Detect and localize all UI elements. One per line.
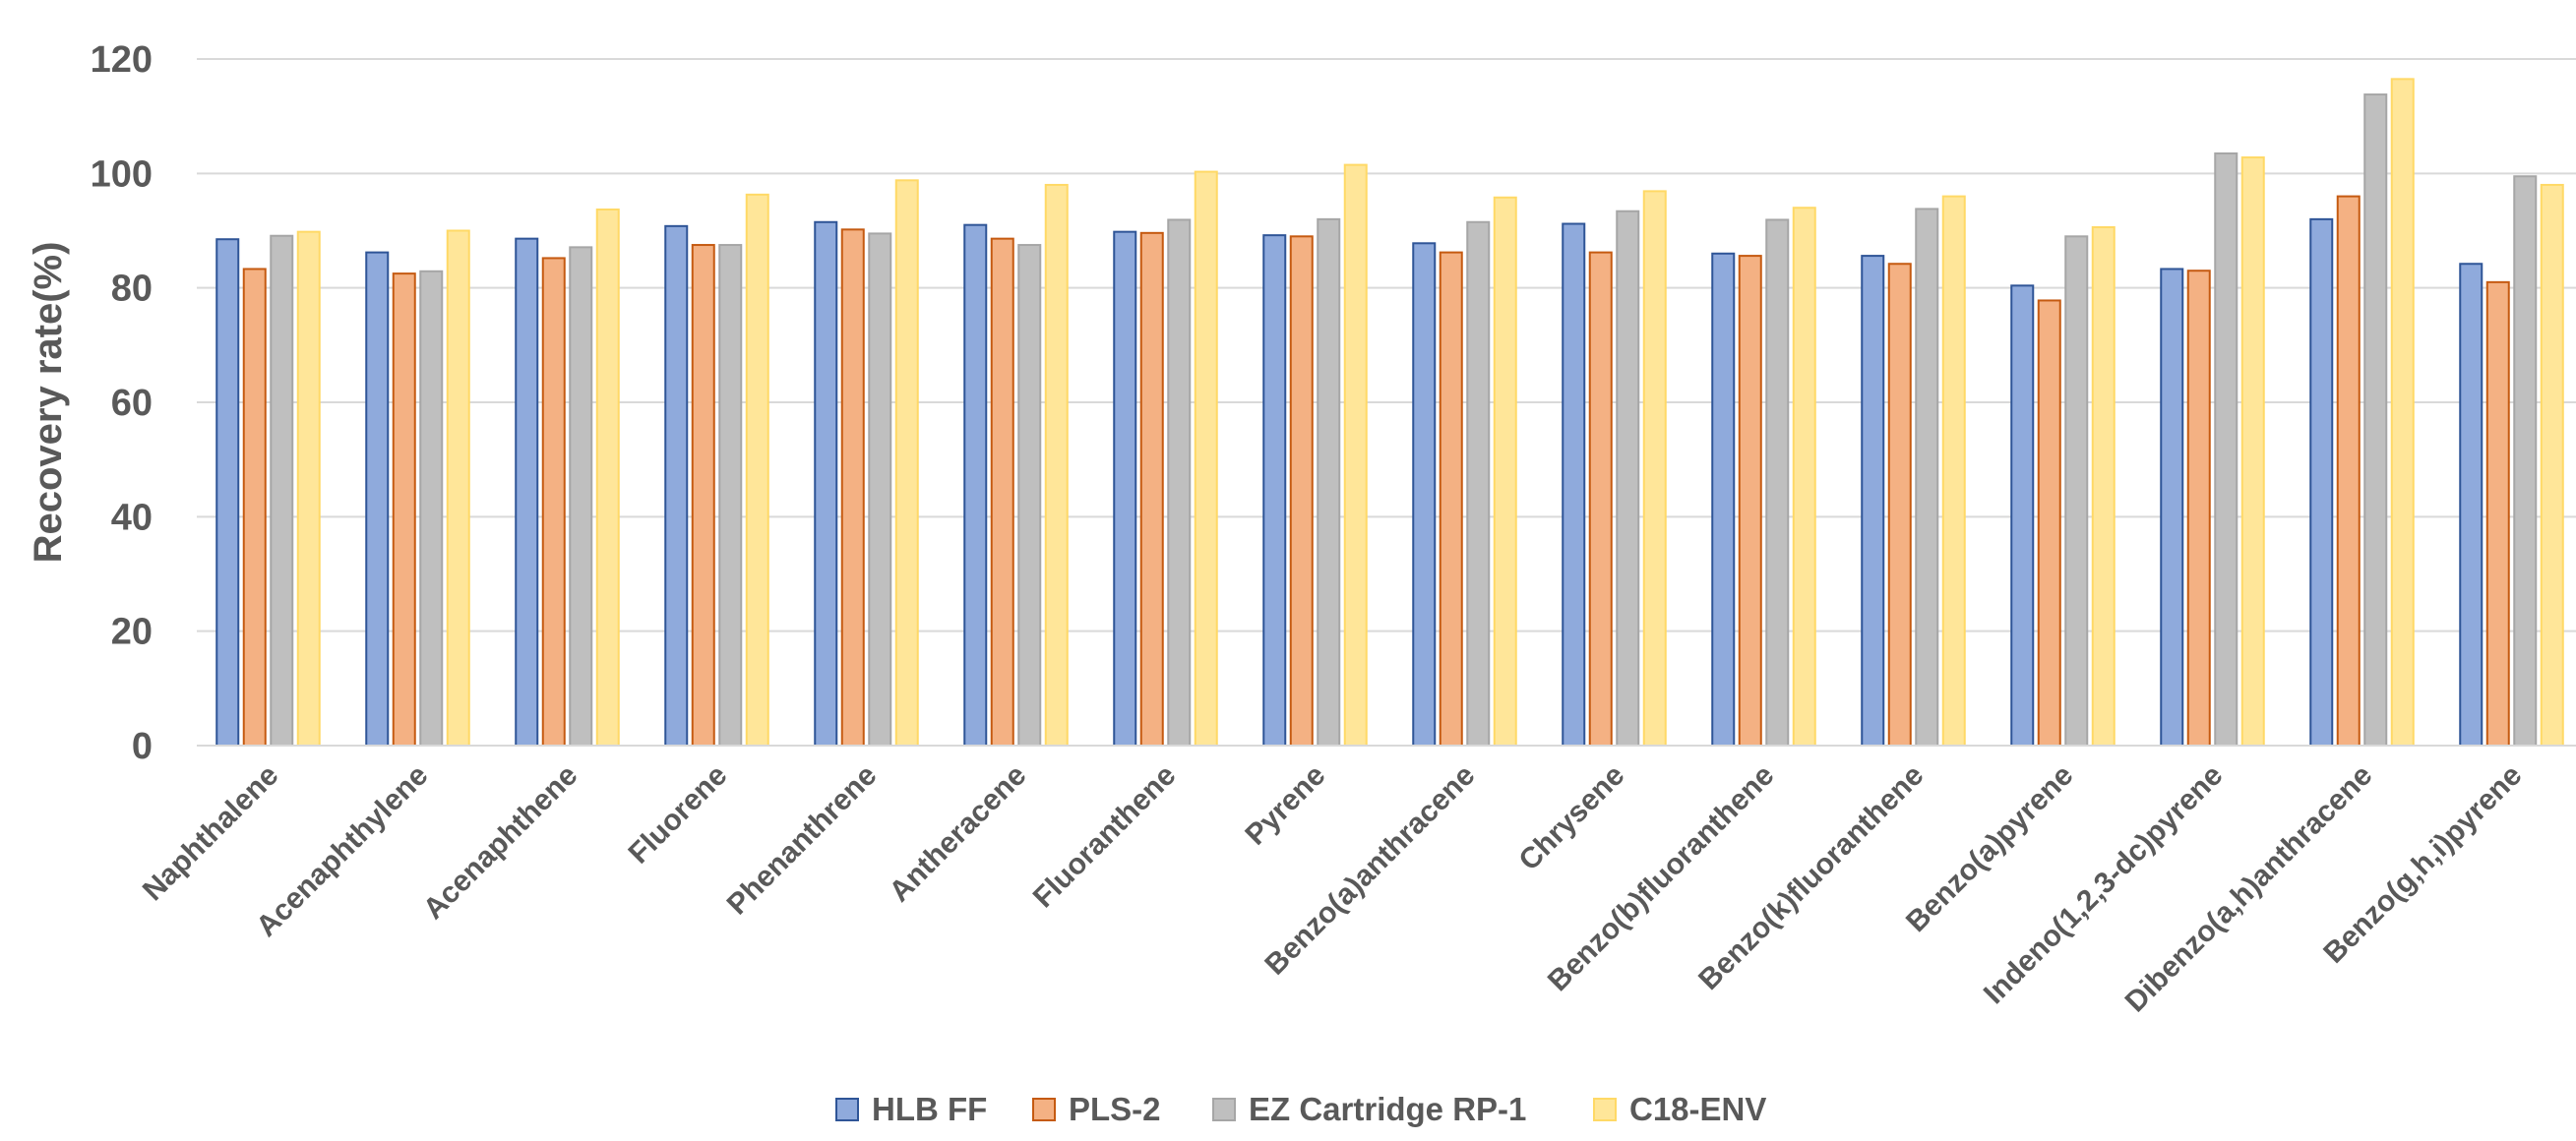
bar (541, 257, 566, 747)
x-tick-label: Acenaphthene (417, 759, 584, 927)
bars (215, 78, 2564, 748)
bar (664, 224, 689, 747)
bar (595, 208, 620, 747)
y-tick-label: 0 (132, 726, 153, 767)
bar (1439, 251, 1463, 747)
bar (1711, 252, 1736, 747)
bar (1792, 207, 1816, 747)
bar (2037, 299, 2061, 747)
bar (1887, 263, 1912, 747)
bar (1044, 183, 1069, 747)
bar (2240, 156, 2265, 747)
bar (1562, 222, 1586, 747)
x-tick-label: Naphthalene (137, 759, 285, 908)
bar (446, 229, 470, 747)
x-tick-label: Chrysene (1512, 759, 1630, 877)
bar (2091, 226, 2116, 747)
bar (1588, 251, 1613, 747)
bar (2064, 235, 2089, 748)
bar (2160, 268, 2184, 747)
bar (2186, 270, 2211, 747)
bar (1493, 196, 1517, 748)
bar (419, 270, 444, 747)
bar (745, 193, 769, 748)
bar (1765, 218, 1790, 748)
bar (515, 237, 539, 748)
bar (1642, 190, 1667, 748)
bar (2309, 217, 2334, 748)
bar (894, 179, 919, 747)
x-tick-label: Indeno(1,2,3-dc)pyrene (1978, 759, 2230, 1011)
bar (1317, 217, 1341, 748)
bar (963, 223, 988, 747)
legend-swatch (1032, 1098, 1056, 1121)
y-axis-label: Recovery rate(%) (27, 242, 70, 564)
bar (2513, 175, 2538, 748)
bar (270, 234, 294, 748)
legend: HLB FF PLS-2 EZ Cartridge RP-1 C18-ENV (835, 1091, 1766, 1127)
x-tick-label: Antheracene (884, 759, 1033, 909)
y-tick-label: 80 (111, 269, 153, 310)
bar (840, 228, 865, 747)
bar (569, 246, 593, 747)
x-tick-label: Phenanthrene (721, 759, 884, 922)
legend-swatch (1212, 1098, 1236, 1121)
bar (2336, 195, 2361, 748)
bar (1194, 170, 1218, 748)
y-tick-label: 120 (91, 39, 153, 81)
bar (2459, 263, 2484, 747)
y-tick-label: 20 (111, 612, 153, 653)
bar (242, 268, 267, 747)
bar (718, 244, 743, 748)
bar (1343, 163, 1368, 747)
bar (1289, 235, 1314, 748)
bar (296, 230, 321, 747)
bar (868, 232, 892, 748)
legend-label: PLS-2 (1069, 1091, 1161, 1127)
bar (1017, 244, 1042, 748)
bar (1616, 210, 1640, 747)
legend-label: EZ Cartridge RP-1 (1249, 1091, 1526, 1127)
bar (215, 238, 240, 748)
legend-label: C18-ENV (1629, 1091, 1766, 1127)
bar (1941, 195, 1966, 748)
bar (2485, 280, 2510, 747)
bar (1738, 255, 1762, 747)
bar (1113, 230, 1137, 747)
bar (365, 251, 390, 747)
y-tick-label: 100 (91, 153, 153, 195)
bar (990, 237, 1014, 748)
bar (2390, 78, 2415, 747)
bar (1915, 208, 1939, 747)
bar (1861, 255, 1885, 747)
x-tick-label: Dibenzo(a,h)anthracene (2119, 759, 2379, 1019)
bar (392, 272, 416, 747)
y-tick-label: 60 (111, 383, 153, 424)
bar (2540, 183, 2564, 747)
bar (2214, 151, 2239, 748)
legend-swatch (1593, 1098, 1617, 1121)
x-tick-label: Fluorene (623, 759, 734, 871)
bar (1262, 234, 1287, 748)
y-tick-label: 40 (111, 497, 153, 538)
legend-label: HLB FF (872, 1091, 987, 1127)
bar (691, 244, 715, 748)
bar (814, 220, 838, 747)
bar (1167, 218, 1192, 748)
bar (1412, 242, 1437, 747)
legend-swatch (835, 1098, 859, 1121)
bar (1139, 231, 1164, 747)
bar (1466, 220, 1491, 747)
bar (2010, 284, 2035, 747)
x-tick-label: Fluoranthene (1027, 759, 1183, 915)
x-tick-label: Pyrene (1239, 759, 1331, 852)
bar (2363, 93, 2388, 747)
